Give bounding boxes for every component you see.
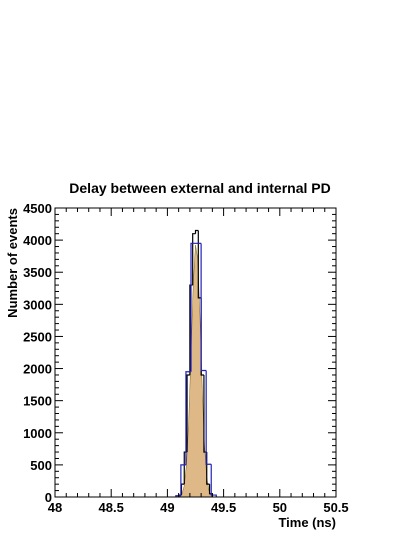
histogram-bin xyxy=(197,230,202,299)
histogram-bin xyxy=(205,370,212,465)
y-tick-label: 3000 xyxy=(23,297,52,312)
x-tick-label: 50.5 xyxy=(323,500,348,515)
y-tick-label: 4500 xyxy=(23,201,52,216)
histogram-bin xyxy=(194,229,199,234)
x-axis-label: Time (ns) xyxy=(278,515,336,530)
x-tick-label: 48.5 xyxy=(99,500,124,515)
x-tick-label: 49.5 xyxy=(211,500,236,515)
histogram-bin xyxy=(200,243,207,372)
histogram-bin xyxy=(186,374,190,453)
histogram-bin xyxy=(189,284,193,375)
y-axis-label: Number of events xyxy=(5,208,20,318)
y-tick-label: 0 xyxy=(45,490,52,505)
x-tick-label: 49 xyxy=(160,500,174,515)
histogram-bin xyxy=(185,371,192,465)
x-tick-label: 48 xyxy=(48,500,62,515)
y-tick-label: 1500 xyxy=(23,394,52,409)
plot-frame xyxy=(54,207,337,498)
histogram-bin xyxy=(206,452,210,485)
y-tick-label: 2500 xyxy=(23,329,52,344)
histogram-bin xyxy=(192,233,196,286)
y-tick-label: 1000 xyxy=(23,426,52,441)
y-tick-label: 500 xyxy=(30,458,52,473)
histogram-bin xyxy=(190,242,197,372)
y-tick-label: 3500 xyxy=(23,265,52,280)
x-tick-label: 50 xyxy=(273,500,287,515)
y-tick-label: 4000 xyxy=(23,233,52,248)
chart-title: Delay between external and internal PD xyxy=(69,180,330,196)
y-tick-label: 2000 xyxy=(23,362,52,377)
histogram-bin xyxy=(180,464,186,496)
histogram-bin xyxy=(210,464,217,497)
